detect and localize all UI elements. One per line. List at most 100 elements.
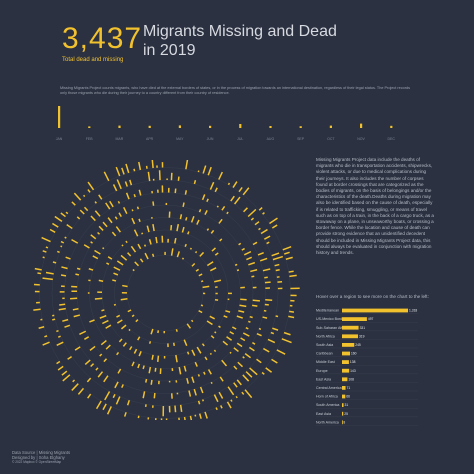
event-mark[interactable] [266, 241, 270, 245]
event-mark[interactable] [256, 332, 262, 337]
event-mark[interactable] [218, 218, 223, 224]
event-mark[interactable] [198, 273, 203, 277]
event-mark[interactable] [219, 405, 223, 409]
event-mark[interactable] [75, 273, 80, 276]
event-mark[interactable] [182, 202, 185, 208]
event-mark[interactable] [151, 354, 154, 360]
event-mark[interactable] [131, 314, 135, 318]
event-mark[interactable] [106, 262, 110, 265]
event-mark[interactable] [98, 194, 103, 200]
event-mark[interactable] [135, 319, 139, 323]
event-mark[interactable] [233, 365, 238, 370]
event-mark[interactable] [238, 187, 243, 193]
event-mark[interactable] [289, 310, 295, 313]
event-mark[interactable] [120, 254, 128, 261]
event-mark[interactable] [245, 371, 253, 378]
event-mark[interactable] [213, 349, 217, 353]
region-bar[interactable] [342, 411, 344, 416]
event-mark[interactable] [275, 268, 280, 272]
event-mark[interactable] [196, 219, 200, 225]
event-mark[interactable] [71, 238, 79, 244]
event-mark[interactable] [138, 161, 142, 171]
event-mark[interactable] [65, 256, 71, 260]
event-mark[interactable] [240, 298, 247, 301]
event-mark[interactable] [236, 342, 243, 348]
event-mark[interactable] [177, 176, 180, 181]
event-mark[interactable] [76, 267, 81, 270]
event-mark[interactable] [189, 247, 192, 250]
event-mark[interactable] [83, 244, 90, 249]
event-mark[interactable] [179, 404, 183, 412]
event-mark[interactable] [197, 374, 200, 377]
event-mark[interactable] [202, 285, 210, 289]
event-mark[interactable] [252, 241, 258, 246]
event-mark[interactable] [123, 206, 128, 215]
event-mark[interactable] [90, 234, 97, 240]
event-mark[interactable] [71, 383, 79, 391]
event-mark[interactable] [133, 348, 138, 354]
region-bar[interactable] [342, 343, 355, 347]
event-mark[interactable] [97, 371, 104, 378]
event-mark[interactable] [207, 166, 212, 176]
event-mark[interactable] [90, 241, 93, 244]
event-mark[interactable] [283, 331, 291, 336]
event-mark[interactable] [238, 242, 242, 246]
event-mark[interactable] [178, 417, 180, 420]
event-mark[interactable] [202, 165, 207, 174]
event-mark[interactable] [37, 272, 42, 275]
event-mark[interactable] [188, 390, 192, 397]
event-mark[interactable] [83, 194, 86, 198]
event-mark[interactable] [281, 338, 292, 344]
event-mark[interactable] [183, 365, 187, 372]
region-bar[interactable] [342, 394, 346, 399]
event-mark[interactable] [98, 279, 104, 282]
event-mark[interactable] [214, 331, 217, 334]
region-bar[interactable] [342, 308, 408, 313]
event-mark[interactable] [236, 379, 242, 386]
event-mark[interactable] [237, 361, 244, 368]
event-mark[interactable] [145, 378, 148, 383]
event-mark[interactable] [122, 342, 127, 347]
event-mark[interactable] [103, 375, 109, 383]
event-mark[interactable] [203, 371, 206, 375]
month-bar[interactable] [148, 125, 151, 128]
event-mark[interactable] [73, 314, 81, 318]
event-mark[interactable] [144, 252, 149, 260]
event-mark[interactable] [262, 268, 271, 272]
event-mark[interactable] [221, 205, 226, 211]
event-mark[interactable] [176, 223, 180, 232]
event-mark[interactable] [184, 243, 187, 247]
event-mark[interactable] [102, 319, 109, 325]
event-mark[interactable] [241, 247, 245, 251]
event-mark[interactable] [272, 255, 284, 261]
event-mark[interactable] [126, 399, 131, 406]
event-mark[interactable] [77, 387, 85, 395]
event-mark[interactable] [206, 198, 209, 202]
event-mark[interactable] [60, 212, 66, 218]
event-mark[interactable] [274, 263, 280, 267]
event-mark[interactable] [133, 229, 139, 237]
event-mark[interactable] [83, 206, 89, 212]
event-mark[interactable] [201, 280, 204, 283]
event-mark[interactable] [141, 232, 144, 235]
event-mark[interactable] [249, 367, 258, 376]
event-mark[interactable] [116, 260, 124, 266]
event-mark[interactable] [106, 406, 112, 415]
event-mark[interactable] [152, 223, 155, 232]
event-mark[interactable] [84, 336, 90, 340]
event-mark[interactable] [175, 354, 178, 363]
event-mark[interactable] [52, 222, 59, 228]
event-mark[interactable] [115, 166, 121, 177]
event-mark[interactable] [226, 336, 233, 341]
event-mark[interactable] [107, 217, 113, 224]
month-bar[interactable] [299, 126, 302, 128]
event-mark[interactable] [42, 341, 50, 346]
event-mark[interactable] [137, 363, 141, 369]
event-mark[interactable] [235, 395, 238, 399]
region-bar[interactable] [342, 351, 351, 356]
month-bar[interactable] [360, 123, 363, 128]
event-mark[interactable] [289, 274, 297, 278]
event-mark[interactable] [136, 206, 140, 210]
event-mark[interactable] [129, 179, 133, 186]
event-mark[interactable] [111, 231, 117, 237]
